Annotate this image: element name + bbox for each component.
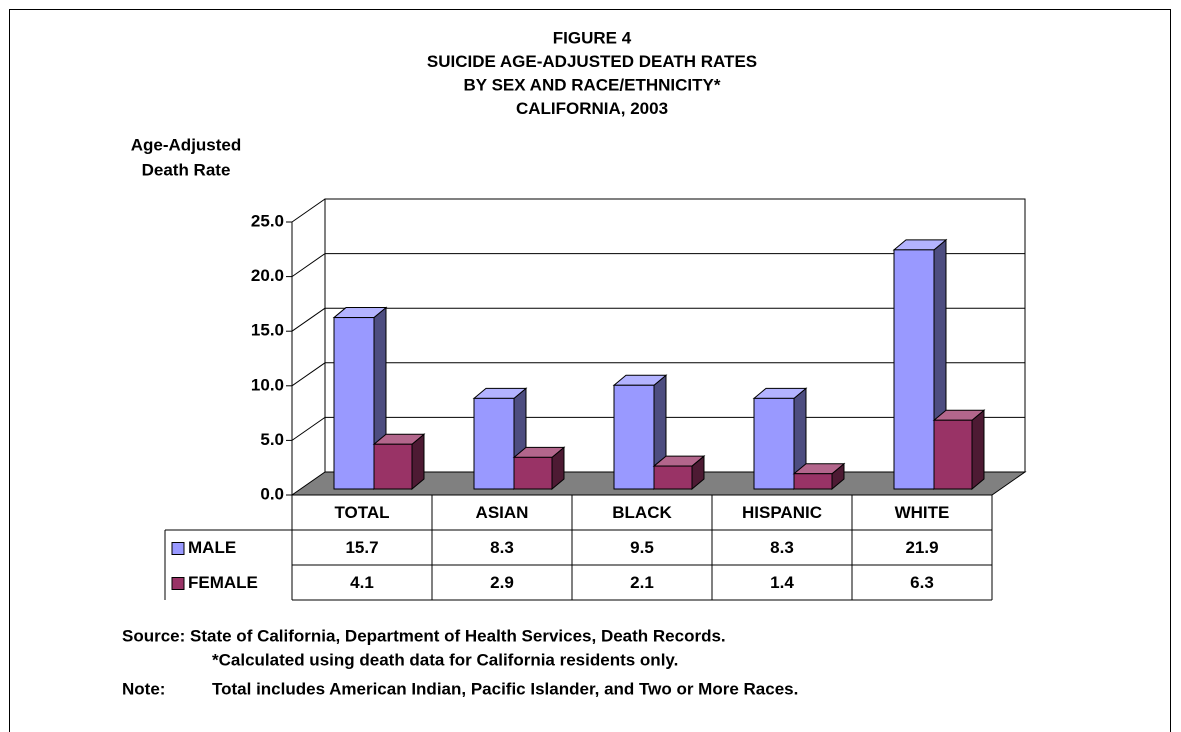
y-tick-label: 15.0 (251, 321, 284, 340)
legend-swatch (171, 577, 185, 590)
x-tick-label: ASIAN (476, 503, 529, 522)
table-value: 2.1 (630, 573, 654, 592)
y-axis-label: Age-Adjusted (131, 135, 242, 154)
note: *Calculated using death data for Califor… (212, 650, 678, 669)
chart-title: SUICIDE AGE-ADJUSTED DEATH RATES (427, 52, 757, 71)
table-value: 15.7 (345, 538, 378, 557)
y-tick-label: 25.0 (251, 211, 284, 230)
bar (613, 384, 655, 490)
chart-title: FIGURE 4 (553, 28, 632, 47)
bar (933, 419, 973, 490)
y-axis-label: Death Rate (142, 160, 231, 179)
table-value: 8.3 (490, 538, 514, 557)
x-tick-label: WHITE (895, 503, 950, 522)
grid-line (291, 416, 326, 441)
grid-line (291, 362, 326, 387)
table-value: 8.3 (770, 538, 794, 557)
grid-line (291, 253, 326, 278)
bar (893, 249, 935, 490)
chart-title: BY SEX AND RACE/ETHNICITY* (464, 75, 721, 94)
table-value: 2.9 (490, 573, 514, 592)
grid-line (291, 307, 326, 332)
table-value: 21.9 (905, 538, 938, 557)
y-tick-label: 20.0 (251, 266, 284, 285)
x-tick-label: HISPANIC (742, 503, 822, 522)
x-tick-label: TOTAL (334, 503, 389, 522)
bar (653, 465, 693, 490)
y-tick-label: 0.0 (260, 484, 284, 503)
y-tick-label: 5.0 (260, 430, 284, 449)
bar (473, 397, 515, 490)
bar (753, 397, 795, 490)
table-value: 1.4 (770, 573, 794, 592)
bar-side (971, 409, 985, 491)
legend-label: FEMALE (188, 573, 258, 592)
bar (513, 456, 553, 490)
chart-title: CALIFORNIA, 2003 (516, 99, 668, 118)
bar (373, 443, 413, 490)
legend-swatch (171, 542, 185, 555)
bar (333, 317, 375, 490)
table-value: 6.3 (910, 573, 934, 592)
y-tick-label: 10.0 (251, 375, 284, 394)
note: Source: State of California, Department … (122, 626, 726, 645)
bar (793, 473, 833, 490)
table-value: 4.1 (350, 573, 374, 592)
note: Note: (122, 679, 165, 698)
note: Total includes American Indian, Pacific … (212, 679, 798, 698)
table-value: 9.5 (630, 538, 654, 557)
legend-label: MALE (188, 538, 236, 557)
grid-line (291, 198, 326, 223)
x-tick-label: BLACK (612, 503, 672, 522)
